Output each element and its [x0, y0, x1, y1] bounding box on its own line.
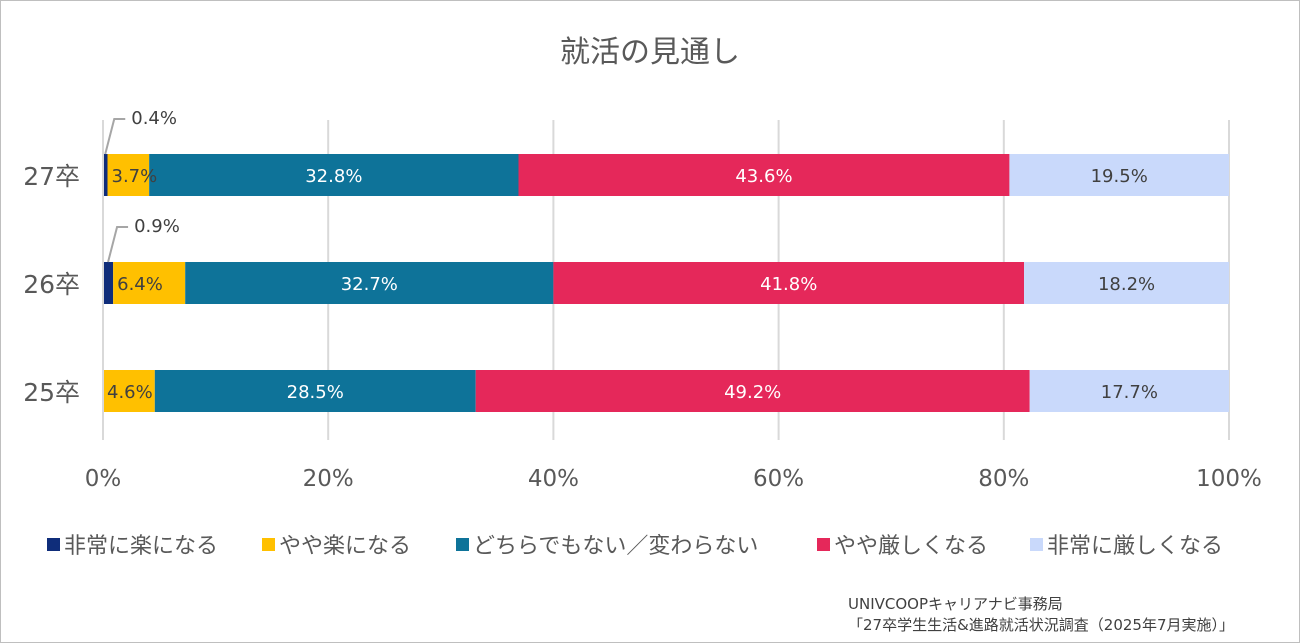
legend-label: 非常に厳しくなる: [1047, 534, 1223, 559]
data-label: 41.8%: [760, 274, 817, 295]
x-tick-label: 60%: [753, 466, 804, 492]
bar-segment: [154, 370, 476, 412]
bar-segment: [1024, 262, 1229, 304]
data-label: 18.2%: [1098, 274, 1155, 295]
category-label: 25卒: [23, 378, 80, 407]
legend-swatch: [262, 538, 275, 551]
data-label: 3.7%: [112, 166, 158, 187]
source-line-1: UNIVCOOPキャリアナビ事務局: [848, 595, 1063, 613]
legend-swatch: [47, 538, 60, 551]
bar-segment: [149, 154, 519, 196]
data-label: 43.6%: [735, 166, 792, 187]
x-tick-label: 20%: [303, 466, 354, 492]
legend-label: やや厳しくなる: [834, 534, 988, 559]
legend-label: やや楽になる: [279, 534, 411, 559]
label-leader-line: [107, 226, 129, 263]
data-label: 19.5%: [1091, 166, 1148, 187]
bar-segment: [1009, 154, 1229, 196]
bar-segment: [475, 370, 1030, 412]
bar-segment: [553, 262, 1025, 304]
data-label: 0.9%: [134, 216, 180, 237]
category-label: 26卒: [23, 270, 80, 299]
bar-segment: [1029, 370, 1229, 412]
bar-segment: [113, 262, 186, 304]
data-label: 17.7%: [1101, 382, 1158, 403]
legend-swatch: [1030, 538, 1043, 551]
label-leader-line: [104, 118, 126, 155]
data-label: 32.7%: [341, 274, 398, 295]
bar-segment: [103, 370, 155, 412]
data-label: 28.5%: [287, 382, 344, 403]
data-label: 49.2%: [724, 382, 781, 403]
x-tick-label: 0%: [85, 466, 122, 492]
data-label: 6.4%: [117, 274, 163, 295]
legend-swatch: [456, 538, 469, 551]
data-label: 4.6%: [107, 382, 153, 403]
bar-segment: [103, 154, 108, 196]
x-tick-label: 80%: [978, 466, 1029, 492]
bar-segment: [103, 262, 114, 304]
bar-segment: [107, 154, 150, 196]
source-line-2: 「27卒学生生活&進路就活状況調査（2025年7月実施）」: [848, 616, 1234, 634]
data-label: 0.4%: [131, 108, 177, 129]
x-tick-label: 40%: [528, 466, 579, 492]
legend-label: どちらでもない／変わらない: [473, 534, 758, 559]
data-label: 32.8%: [305, 166, 362, 187]
legend-swatch: [817, 538, 830, 551]
legend-label: 非常に楽になる: [64, 534, 218, 559]
x-tick-label: 100%: [1196, 466, 1262, 492]
bar-segment: [185, 262, 554, 304]
category-label: 27卒: [23, 162, 80, 191]
chart-title: 就活の見通し: [560, 35, 740, 70]
bar-segment: [518, 154, 1010, 196]
